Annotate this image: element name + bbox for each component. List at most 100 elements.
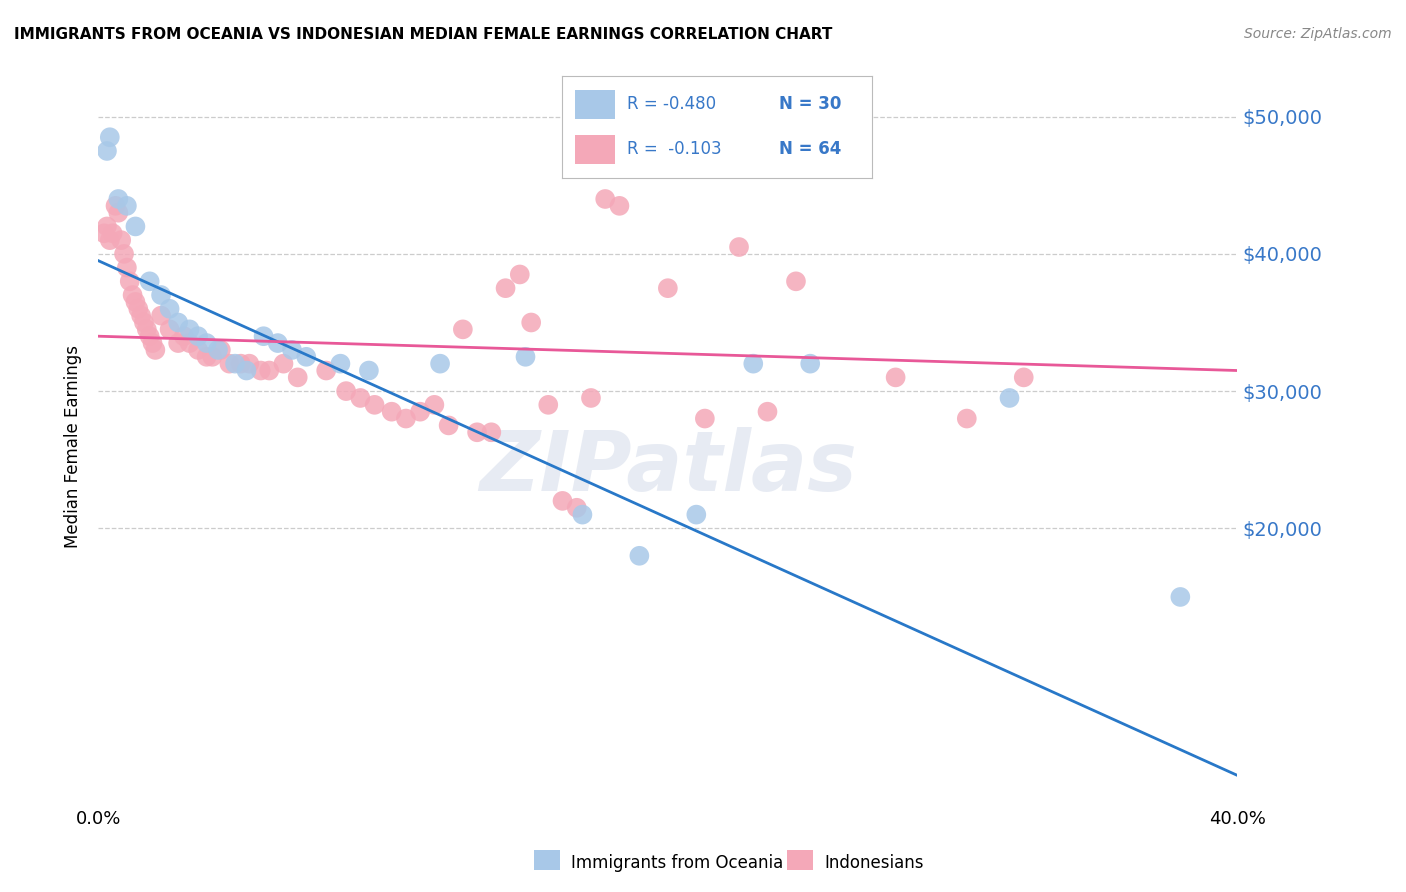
Point: [693, 411, 716, 425]
Point: [657, 281, 679, 295]
Point: [104, 199, 127, 213]
Point: [93, 227, 115, 241]
Point: [195, 336, 218, 351]
Point: [565, 500, 588, 515]
Point: [98, 130, 121, 145]
Point: [121, 288, 143, 302]
Point: [167, 316, 190, 330]
Point: [756, 405, 779, 419]
Point: [329, 357, 352, 371]
Point: [429, 357, 451, 371]
Point: [96, 219, 118, 234]
Point: [295, 350, 318, 364]
Point: [150, 309, 173, 323]
Point: [315, 363, 337, 377]
Point: [132, 316, 155, 330]
Point: [423, 398, 446, 412]
Point: [785, 274, 807, 288]
Point: [267, 336, 290, 351]
Point: [728, 240, 751, 254]
Point: [235, 363, 257, 377]
Point: [479, 425, 502, 440]
Text: N = 30: N = 30: [779, 95, 841, 112]
Text: N = 64: N = 64: [779, 140, 841, 158]
Point: [110, 233, 132, 247]
Point: [195, 350, 218, 364]
Point: [509, 268, 531, 282]
Point: [363, 398, 385, 412]
Point: [179, 336, 201, 351]
Point: [571, 508, 593, 522]
Point: [238, 357, 260, 371]
Point: [129, 309, 152, 323]
Text: IMMIGRANTS FROM OCEANIA VS INDONESIAN MEDIAN FEMALE EARNINGS CORRELATION CHART: IMMIGRANTS FROM OCEANIA VS INDONESIAN ME…: [14, 27, 832, 42]
Point: [224, 357, 246, 371]
Point: [112, 247, 135, 261]
Point: [281, 343, 304, 357]
Point: [107, 205, 129, 219]
Point: [229, 357, 252, 371]
Point: [141, 336, 163, 351]
Point: [127, 301, 149, 316]
Point: [628, 549, 651, 563]
Point: [218, 357, 240, 371]
Text: Immigrants from Oceania: Immigrants from Oceania: [571, 854, 783, 871]
Point: [685, 508, 707, 522]
Point: [287, 370, 309, 384]
Point: [998, 391, 1021, 405]
Text: ZIPatlas: ZIPatlas: [479, 427, 856, 508]
Point: [349, 391, 371, 405]
Point: [115, 199, 138, 213]
Point: [437, 418, 460, 433]
Point: [395, 411, 418, 425]
Point: [150, 288, 173, 302]
Point: [799, 357, 821, 371]
Point: [201, 350, 224, 364]
Point: [124, 294, 146, 309]
Point: [173, 329, 195, 343]
Text: R = -0.480: R = -0.480: [627, 95, 717, 112]
Point: [357, 363, 380, 377]
Point: [465, 425, 488, 440]
Point: [179, 322, 201, 336]
Point: [273, 357, 295, 371]
Point: [579, 391, 602, 405]
Point: [145, 343, 167, 357]
Point: [1012, 370, 1035, 384]
Point: [207, 343, 229, 357]
Point: [593, 192, 616, 206]
Point: [259, 363, 281, 377]
Point: [884, 370, 907, 384]
Text: Indonesians: Indonesians: [824, 854, 924, 871]
Point: [451, 322, 474, 336]
Point: [209, 343, 232, 357]
Point: [537, 398, 560, 412]
Point: [609, 199, 631, 213]
Point: [551, 494, 574, 508]
Point: [138, 329, 160, 343]
Point: [520, 316, 543, 330]
Point: [495, 281, 517, 295]
Bar: [575, 90, 614, 119]
Point: [187, 343, 209, 357]
Point: [118, 274, 141, 288]
Point: [956, 411, 979, 425]
Point: [96, 144, 118, 158]
Point: [335, 384, 357, 398]
Point: [1170, 590, 1192, 604]
Point: [409, 405, 432, 419]
Point: [381, 405, 404, 419]
Point: [249, 363, 271, 377]
Y-axis label: Median Female Earnings: Median Female Earnings: [65, 344, 83, 548]
Point: [115, 260, 138, 275]
Point: [159, 301, 181, 316]
Point: [101, 227, 124, 241]
Text: Source: ZipAtlas.com: Source: ZipAtlas.com: [1244, 27, 1392, 41]
Bar: [575, 136, 614, 164]
Point: [135, 322, 157, 336]
Point: [124, 219, 146, 234]
Point: [107, 192, 129, 206]
Point: [187, 329, 209, 343]
Text: R =  -0.103: R = -0.103: [627, 140, 723, 158]
Point: [98, 233, 121, 247]
